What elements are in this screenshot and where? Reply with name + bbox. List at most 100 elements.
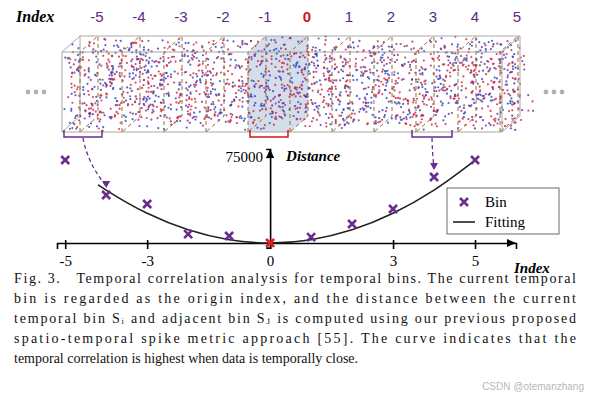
- spike: [232, 82, 234, 84]
- spike: [219, 109, 221, 111]
- spike: [453, 98, 455, 100]
- spike: [514, 102, 516, 104]
- spike: [278, 76, 280, 78]
- spike: [275, 41, 277, 43]
- spike: [293, 64, 295, 66]
- spike: [250, 93, 252, 95]
- spike: [157, 127, 159, 129]
- spike: [241, 76, 243, 78]
- spike: [328, 77, 330, 79]
- spike: [490, 80, 492, 82]
- spike: [212, 88, 214, 90]
- spike: [245, 68, 247, 70]
- spike: [84, 117, 86, 119]
- spike: [430, 96, 432, 98]
- spike: [484, 63, 486, 65]
- spike: [290, 90, 292, 92]
- spike: [442, 119, 444, 121]
- spike: [454, 59, 456, 61]
- spike: [423, 103, 425, 105]
- spike: [156, 106, 158, 108]
- spike: [120, 40, 122, 42]
- spike: [176, 109, 178, 111]
- spike: [115, 111, 117, 113]
- spike: [220, 71, 222, 73]
- spike: [338, 38, 340, 40]
- spike: [485, 73, 487, 75]
- spike: [514, 121, 516, 123]
- spike: [418, 86, 420, 88]
- spike: [158, 96, 160, 98]
- spike: [375, 122, 377, 124]
- spike: [511, 100, 513, 102]
- spike: [189, 74, 191, 76]
- spike: [291, 82, 293, 84]
- spike: [271, 116, 273, 118]
- spike: [262, 76, 264, 78]
- spike: [138, 125, 140, 127]
- spike: [339, 94, 341, 96]
- spike: [414, 112, 416, 114]
- bin-point: [102, 191, 110, 199]
- spike: [370, 97, 372, 99]
- spike: [509, 94, 511, 96]
- spike: [70, 66, 72, 68]
- spike: [143, 103, 145, 105]
- spike: [454, 84, 456, 86]
- spike: [493, 81, 495, 83]
- spike: [492, 82, 494, 84]
- spike: [521, 109, 523, 111]
- spike: [444, 86, 446, 88]
- spike: [410, 48, 412, 50]
- caption-line: spatio-temporal spike metric approach [5…: [14, 331, 576, 346]
- spike: [148, 57, 150, 59]
- spike: [514, 129, 516, 131]
- spike: [323, 106, 325, 108]
- spike: [129, 76, 131, 78]
- spike: [318, 37, 320, 39]
- spike: [202, 125, 204, 127]
- spike: [400, 106, 402, 108]
- spike: [256, 127, 258, 129]
- spike: [505, 56, 507, 58]
- spike: [394, 61, 396, 63]
- spike: [458, 120, 460, 122]
- x-tick-mark: [475, 240, 477, 249]
- spike: [455, 57, 457, 59]
- spike: [323, 67, 325, 69]
- spike: [254, 55, 256, 57]
- spike: [77, 67, 79, 69]
- spike: [238, 89, 240, 91]
- spike: [144, 55, 146, 57]
- spike: [131, 58, 133, 60]
- spike: [140, 116, 142, 118]
- spike: [507, 102, 509, 104]
- spike: [395, 115, 397, 117]
- spike: [181, 55, 183, 57]
- spike: [339, 91, 341, 93]
- spike: [207, 74, 209, 76]
- spike: [275, 116, 277, 118]
- spike: [105, 96, 107, 98]
- spike: [202, 60, 204, 62]
- spike: [435, 114, 437, 116]
- spike: [386, 97, 388, 99]
- slice-plane: [500, 36, 518, 132]
- spike: [481, 101, 483, 103]
- spike: [108, 61, 110, 63]
- spike: [246, 43, 248, 45]
- spike: [335, 119, 337, 121]
- spike: [509, 102, 511, 104]
- spike: [112, 78, 114, 80]
- spike: [210, 103, 212, 105]
- spike: [404, 56, 406, 58]
- spike: [95, 96, 97, 98]
- spike: [99, 94, 101, 96]
- spike: [339, 79, 341, 81]
- spike: [404, 63, 406, 65]
- spike: [129, 73, 131, 75]
- spike: [472, 98, 474, 100]
- spike: [189, 113, 191, 115]
- spike: [131, 65, 133, 67]
- spike: [388, 77, 390, 79]
